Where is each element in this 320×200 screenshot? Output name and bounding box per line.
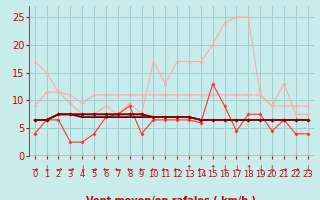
Text: ←: ← (115, 164, 121, 173)
Text: →: → (292, 164, 299, 173)
Text: ↓: ↓ (233, 164, 240, 173)
Text: →: → (32, 164, 38, 173)
Text: ↓: ↓ (44, 164, 50, 173)
X-axis label: Vent moyen/en rafales ( km/h ): Vent moyen/en rafales ( km/h ) (86, 196, 256, 200)
Text: ↑: ↑ (245, 164, 252, 173)
Text: ↓: ↓ (304, 164, 311, 173)
Text: ←: ← (103, 164, 109, 173)
Text: →: → (55, 164, 62, 173)
Text: ↓: ↓ (221, 164, 228, 173)
Text: ←: ← (162, 164, 168, 173)
Text: →: → (91, 164, 97, 173)
Text: ↓: ↓ (79, 164, 85, 173)
Text: ↑: ↑ (186, 164, 192, 173)
Text: ↓: ↓ (269, 164, 275, 173)
Text: ←: ← (138, 164, 145, 173)
Text: ←: ← (174, 164, 180, 173)
Text: ↑: ↑ (210, 164, 216, 173)
Text: →: → (67, 164, 74, 173)
Text: ↓: ↓ (257, 164, 263, 173)
Text: ←: ← (126, 164, 133, 173)
Text: ←: ← (198, 164, 204, 173)
Text: →: → (281, 164, 287, 173)
Text: ←: ← (150, 164, 156, 173)
